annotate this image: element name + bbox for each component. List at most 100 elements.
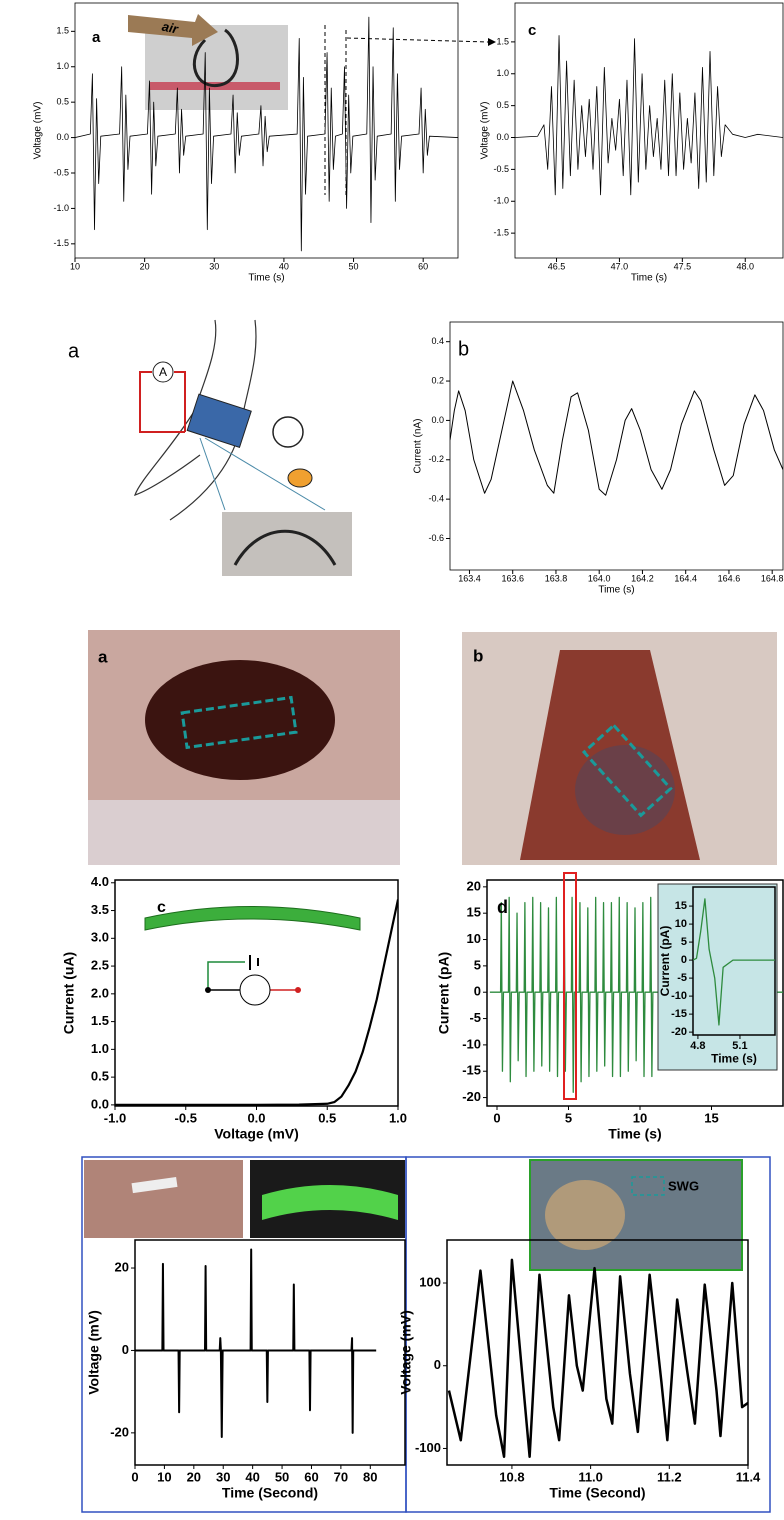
y-tick-label: 0.5 — [496, 100, 509, 110]
chart: -1.0 -0.5 0.0 0.5 1.0 0.0 0.5 1.0 1.5 2.0 2.5 3.0 3.… — [61, 874, 407, 1141]
arrow — [346, 37, 489, 43]
x-tick-label: 48.0 — [736, 261, 754, 271]
y-tick-label: 10 — [675, 918, 687, 930]
panel-label: c — [528, 22, 536, 39]
x-tick-label: 0.5 — [318, 1110, 336, 1125]
data-line — [450, 380, 783, 496]
y-axis-label: Voltage (mV) — [480, 102, 491, 160]
x-tick-label: 0 — [493, 1110, 500, 1125]
annotation: SWG — [668, 1178, 699, 1193]
chart: 0 5 10 15 -20 -15 -10 -5 0 5 10 15 20 Time (s) Current… — [436, 878, 784, 1141]
y-tick-label: -15 — [462, 1063, 481, 1078]
x-tick-label: 47.5 — [674, 261, 692, 271]
x-tick-label: 0.0 — [247, 1110, 265, 1125]
y-tick-label: 2.5 — [91, 958, 109, 973]
x-tick-label: 164.6 — [718, 573, 741, 583]
device-drawing — [144, 906, 361, 931]
y-tick-label: 3.5 — [91, 902, 109, 917]
y-tick-label: 3.0 — [91, 930, 109, 945]
highlight-box — [563, 872, 577, 1100]
panel-label: b — [458, 338, 469, 360]
x-tick-label: -0.5 — [175, 1110, 197, 1125]
chart: 10 20 30 40 50 60 -1.5 -1.0 -0.5 0.0 0.5 1.0 1.5 Time… — [33, 2, 459, 283]
data-line — [693, 898, 775, 1026]
x-axis-label: Time (s) — [608, 1125, 661, 1141]
chart: 163.4 163.6 163.8 164.0 164.2 164.4 164.6 164.8… — [413, 321, 784, 595]
x-axis-label: Time (Second) — [222, 1484, 318, 1500]
arrow-head — [488, 38, 496, 46]
x-tick-label: 11.0 — [578, 1469, 603, 1484]
pointer — [204, 437, 326, 511]
photo-detail — [545, 1180, 625, 1250]
x-tick-label: 5.1 — [732, 1040, 747, 1052]
panel-label: d — [497, 897, 508, 917]
y-tick-label: -20 — [671, 1026, 687, 1038]
y-tick-label: -10 — [671, 990, 687, 1002]
y-axis-label: Current (pA) — [658, 926, 672, 997]
y-tick-label: 1.5 — [56, 26, 69, 36]
panel-label: a — [98, 647, 108, 666]
x-tick-label: 30 — [216, 1469, 230, 1484]
axes-frame — [486, 879, 784, 1107]
y-tick-label: 5 — [681, 936, 687, 948]
photo — [222, 512, 352, 576]
axes-frame — [74, 2, 459, 259]
y-tick-label: 1.0 — [56, 61, 69, 71]
x-tick-label: 60 — [418, 261, 428, 271]
inset-background — [657, 883, 778, 1071]
x-tick-label: 20 — [140, 261, 150, 271]
y-tick-label: 0.5 — [56, 97, 69, 107]
y-tick-label: 0 — [122, 1342, 129, 1357]
photo-detail — [575, 745, 675, 835]
y-tick-label: -20 — [110, 1424, 129, 1439]
x-tick-label: 50 — [275, 1469, 289, 1484]
data-line — [135, 1248, 377, 1438]
y-tick-label: 4.0 — [91, 874, 109, 889]
highlight-box — [581, 723, 673, 818]
panel-label: a — [68, 340, 80, 362]
axes-frame — [449, 321, 784, 571]
x-tick-label: 50 — [349, 261, 359, 271]
wire — [139, 371, 185, 433]
x-tick-label: 47.0 — [611, 261, 629, 271]
bulb — [287, 468, 313, 488]
x-tick-label: 40 — [279, 261, 289, 271]
x-tick-label: 60 — [304, 1469, 318, 1484]
x-tick-label: 0 — [131, 1469, 138, 1484]
panel-label: a — [92, 29, 101, 46]
chart: 4.8 5.1 -20 -15 -10 -5 0 5 10 15 Time (s) Current (… — [657, 883, 778, 1071]
x-tick-label: 10 — [633, 1110, 647, 1125]
x-axis-label: Time (s) — [598, 584, 634, 595]
panel-frame — [405, 1156, 771, 1513]
y-tick-label: 0.4 — [431, 336, 444, 346]
x-tick-label: 164.0 — [588, 573, 611, 583]
y-tick-label: 0 — [474, 984, 481, 999]
y-tick-label: -0.5 — [53, 167, 69, 177]
circuit — [207, 961, 245, 990]
photo — [145, 25, 288, 110]
y-axis-label: Voltage (mV) — [86, 1310, 102, 1395]
photo-detail — [262, 1185, 398, 1220]
y-tick-label: 20 — [467, 878, 481, 893]
photo-detail — [131, 1176, 178, 1194]
y-tick-label: 20 — [115, 1259, 129, 1274]
y-axis-label: Current (pA) — [436, 952, 452, 1034]
x-tick-label: 20 — [187, 1469, 201, 1484]
x-tick-label: 15 — [704, 1110, 718, 1125]
axes-frame — [514, 2, 784, 259]
x-tick-label: 40 — [245, 1469, 259, 1484]
axes-frame — [692, 886, 776, 1036]
y-tick-label: 10 — [467, 931, 481, 946]
x-axis-label: Voltage (mV) — [214, 1125, 299, 1141]
x-axis-label: Time (s) — [711, 1051, 757, 1065]
annotation: air — [161, 19, 181, 37]
circuit — [205, 987, 211, 993]
y-tick-label: -1.5 — [493, 228, 509, 238]
y-tick-label: -0.2 — [428, 454, 444, 464]
gauge — [272, 416, 304, 448]
data-line — [515, 35, 783, 196]
ammeter — [152, 361, 174, 383]
y-tick-label: -0.5 — [493, 164, 509, 174]
panel-label: c — [157, 899, 166, 916]
